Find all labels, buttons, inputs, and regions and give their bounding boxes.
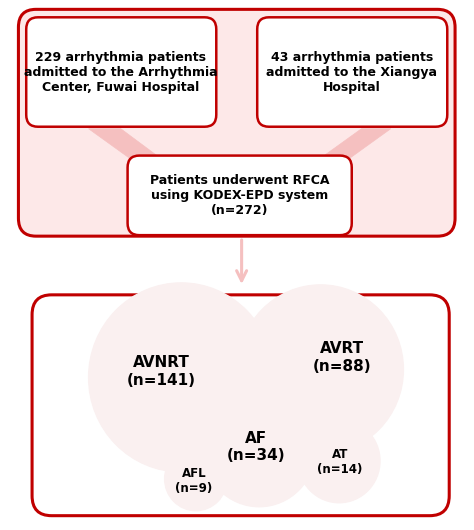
Text: AVNRT
(n=141): AVNRT (n=141)	[127, 355, 196, 387]
Polygon shape	[269, 129, 391, 196]
Circle shape	[89, 283, 274, 472]
Text: AFL
(n=9): AFL (n=9)	[175, 467, 212, 495]
Polygon shape	[89, 129, 210, 196]
FancyBboxPatch shape	[18, 10, 455, 236]
Text: 229 arrhythmia patients
admitted to the Arrhythmia
Center, Fuwai Hospital: 229 arrhythmia patients admitted to the …	[24, 50, 218, 93]
Circle shape	[238, 285, 403, 454]
FancyBboxPatch shape	[32, 295, 449, 516]
FancyBboxPatch shape	[26, 17, 216, 127]
FancyBboxPatch shape	[128, 156, 352, 235]
Text: AT
(n=14): AT (n=14)	[318, 448, 363, 476]
Text: AF
(n=34): AF (n=34)	[227, 431, 285, 463]
Circle shape	[164, 447, 227, 511]
Circle shape	[298, 419, 380, 503]
Text: AVRT
(n=88): AVRT (n=88)	[313, 341, 371, 374]
Text: Patients underwent RFCA
using KODEX-EPD system
(n=272): Patients underwent RFCA using KODEX-EPD …	[150, 174, 329, 217]
Polygon shape	[201, 196, 279, 220]
Circle shape	[202, 391, 316, 507]
FancyBboxPatch shape	[257, 17, 447, 127]
Text: 43 arrhythmia patients
admitted to the Xiangya
Hospital: 43 arrhythmia patients admitted to the X…	[266, 50, 437, 93]
